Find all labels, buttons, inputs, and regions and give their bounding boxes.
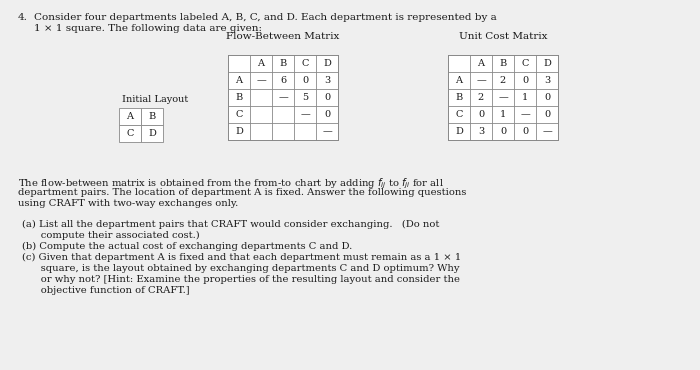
Text: Unit Cost Matrix: Unit Cost Matrix — [458, 32, 547, 41]
Text: objective function of CRAFT.]: objective function of CRAFT.] — [22, 286, 190, 295]
Text: —: — — [300, 110, 310, 119]
Text: 3: 3 — [478, 127, 484, 136]
Text: B: B — [279, 59, 286, 68]
Text: Flow-Between Matrix: Flow-Between Matrix — [226, 32, 340, 41]
Text: or why not? [Hint: Examine the properties of the resulting layout and consider t: or why not? [Hint: Examine the propertie… — [22, 275, 460, 284]
Text: A: A — [456, 76, 463, 85]
Text: D: D — [323, 59, 331, 68]
Text: using CRAFT with two-way exchanges only.: using CRAFT with two-way exchanges only. — [18, 199, 238, 208]
Text: C: C — [301, 59, 309, 68]
Text: 0: 0 — [324, 93, 330, 102]
Text: 0: 0 — [324, 110, 330, 119]
Bar — [141, 108, 163, 125]
Text: 3: 3 — [324, 76, 330, 85]
Text: A: A — [235, 76, 242, 85]
Text: 0: 0 — [522, 127, 528, 136]
Text: The flow-between matrix is obtained from the from-to chart by adding $f_{ij}$ to: The flow-between matrix is obtained from… — [18, 177, 444, 191]
Text: 1: 1 — [500, 110, 506, 119]
Text: B: B — [235, 93, 243, 102]
Text: A: A — [477, 59, 484, 68]
Text: —: — — [278, 93, 288, 102]
Text: (a) List all the department pairs that CRAFT would consider exchanging.   (Do no: (a) List all the department pairs that C… — [22, 220, 440, 229]
Text: Consider four departments labeled A, B, C, and D. Each department is represented: Consider four departments labeled A, B, … — [34, 13, 497, 22]
Text: —: — — [542, 127, 552, 136]
Bar — [228, 55, 338, 140]
Text: B: B — [499, 59, 507, 68]
Text: 2: 2 — [478, 93, 484, 102]
Text: C: C — [522, 59, 528, 68]
Text: department pairs. The location of department A is fixed. Answer the following qu: department pairs. The location of depart… — [18, 188, 466, 197]
Text: Initial Layout: Initial Layout — [122, 94, 188, 104]
Text: square, is the layout obtained by exchanging departments C and D optimum? Why: square, is the layout obtained by exchan… — [22, 264, 459, 273]
Text: 1 × 1 square. The following data are given:: 1 × 1 square. The following data are giv… — [34, 24, 262, 33]
Text: D: D — [235, 127, 243, 136]
Text: 0: 0 — [522, 76, 528, 85]
Text: B: B — [456, 93, 463, 102]
Text: 6: 6 — [280, 76, 286, 85]
Text: D: D — [455, 127, 463, 136]
Text: C: C — [126, 129, 134, 138]
Text: —: — — [520, 110, 530, 119]
Bar — [141, 125, 163, 142]
Text: C: C — [455, 110, 463, 119]
Text: (b) Compute the actual cost of exchanging departments C and D.: (b) Compute the actual cost of exchangin… — [22, 242, 352, 251]
Text: 0: 0 — [302, 76, 308, 85]
Text: 4.: 4. — [18, 13, 28, 22]
Text: 1: 1 — [522, 93, 528, 102]
Text: —: — — [256, 76, 266, 85]
Text: —: — — [498, 93, 508, 102]
Text: A: A — [127, 112, 134, 121]
Text: —: — — [322, 127, 332, 136]
Text: 2: 2 — [500, 76, 506, 85]
Text: 0: 0 — [500, 127, 506, 136]
Text: C: C — [235, 110, 243, 119]
Text: D: D — [148, 129, 156, 138]
Bar — [448, 55, 558, 140]
Text: B: B — [148, 112, 155, 121]
Text: 0: 0 — [544, 110, 550, 119]
Bar — [119, 108, 141, 125]
Text: D: D — [543, 59, 551, 68]
Text: —: — — [476, 76, 486, 85]
Text: (c) Given that department A is fixed and that each department must remain as a 1: (c) Given that department A is fixed and… — [22, 253, 461, 262]
Text: 3: 3 — [544, 76, 550, 85]
Text: 0: 0 — [478, 110, 484, 119]
Text: compute their associated cost.): compute their associated cost.) — [22, 231, 200, 240]
Text: 5: 5 — [302, 93, 308, 102]
Bar — [119, 125, 141, 142]
Text: 0: 0 — [544, 93, 550, 102]
Text: A: A — [258, 59, 265, 68]
